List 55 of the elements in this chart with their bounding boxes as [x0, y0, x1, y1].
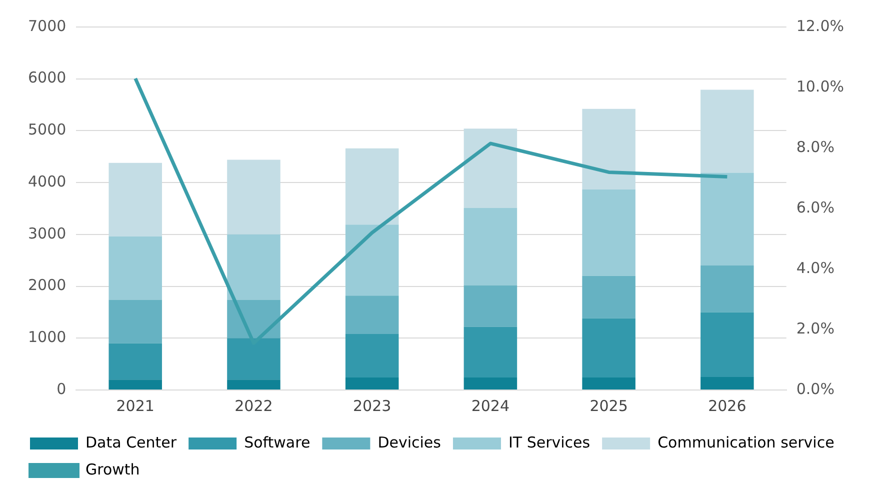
- legend-label: Software: [244, 433, 310, 452]
- bar: [582, 189, 636, 276]
- y-tick-label: 4000: [28, 172, 66, 190]
- bar: [108, 162, 162, 237]
- y-tick-label: 5000: [28, 120, 66, 139]
- y-tick-label: 0: [56, 380, 66, 398]
- y-tick-label: 6000: [28, 68, 66, 87]
- bar: [345, 148, 399, 225]
- bar: [700, 172, 754, 266]
- legend-label: Communication service: [658, 433, 834, 452]
- x-tick-label: 2021: [116, 396, 154, 415]
- bar: [345, 296, 399, 334]
- bar: [582, 318, 636, 378]
- legend-label: Devicies: [378, 433, 442, 452]
- bar: [700, 312, 754, 378]
- y2-tick-label: 8.0%: [796, 138, 834, 156]
- y2-tick-label: 12.0%: [796, 16, 844, 35]
- bar: [464, 285, 518, 327]
- y2-tick-label: 2.0%: [796, 319, 834, 338]
- bar: [700, 90, 754, 173]
- x-tick-label: 2026: [708, 396, 746, 415]
- x-tick-label: 2023: [352, 396, 392, 415]
- bar: [464, 208, 518, 286]
- y-tick-label: 2000: [28, 276, 66, 294]
- bar: [227, 160, 280, 234]
- bar: [345, 224, 399, 296]
- bar: [464, 128, 518, 208]
- bar: [464, 326, 518, 378]
- y2-tick-label: 6.0%: [796, 198, 834, 216]
- y-tick-label: 7000: [28, 16, 66, 35]
- bar: [700, 266, 754, 312]
- legend-label: IT Services: [508, 433, 590, 452]
- x-tick-label: 2022: [234, 396, 273, 415]
- bar: [227, 234, 280, 300]
- bar: [108, 343, 162, 380]
- bar: [345, 378, 399, 390]
- bar: [108, 236, 162, 300]
- bar: [108, 380, 162, 390]
- bar: [700, 377, 754, 390]
- bar: [345, 334, 399, 378]
- legend-label: Data Center: [86, 433, 178, 452]
- bar: [582, 378, 636, 390]
- y2-tick-label: 0.0%: [796, 380, 834, 398]
- bar: [582, 276, 636, 318]
- y2-tick-label: 4.0%: [796, 258, 834, 277]
- bar: [227, 380, 280, 390]
- x-tick-label: 2024: [471, 396, 510, 415]
- bar: [464, 378, 518, 390]
- bar: [582, 108, 636, 190]
- y-tick-label: 1000: [28, 328, 66, 346]
- bar: [108, 300, 162, 344]
- y-tick-label: 3000: [28, 224, 66, 242]
- legend-label: Growth: [86, 460, 140, 478]
- x-tick-label: 2025: [590, 396, 628, 415]
- y2-tick-label: 10.0%: [796, 77, 844, 96]
